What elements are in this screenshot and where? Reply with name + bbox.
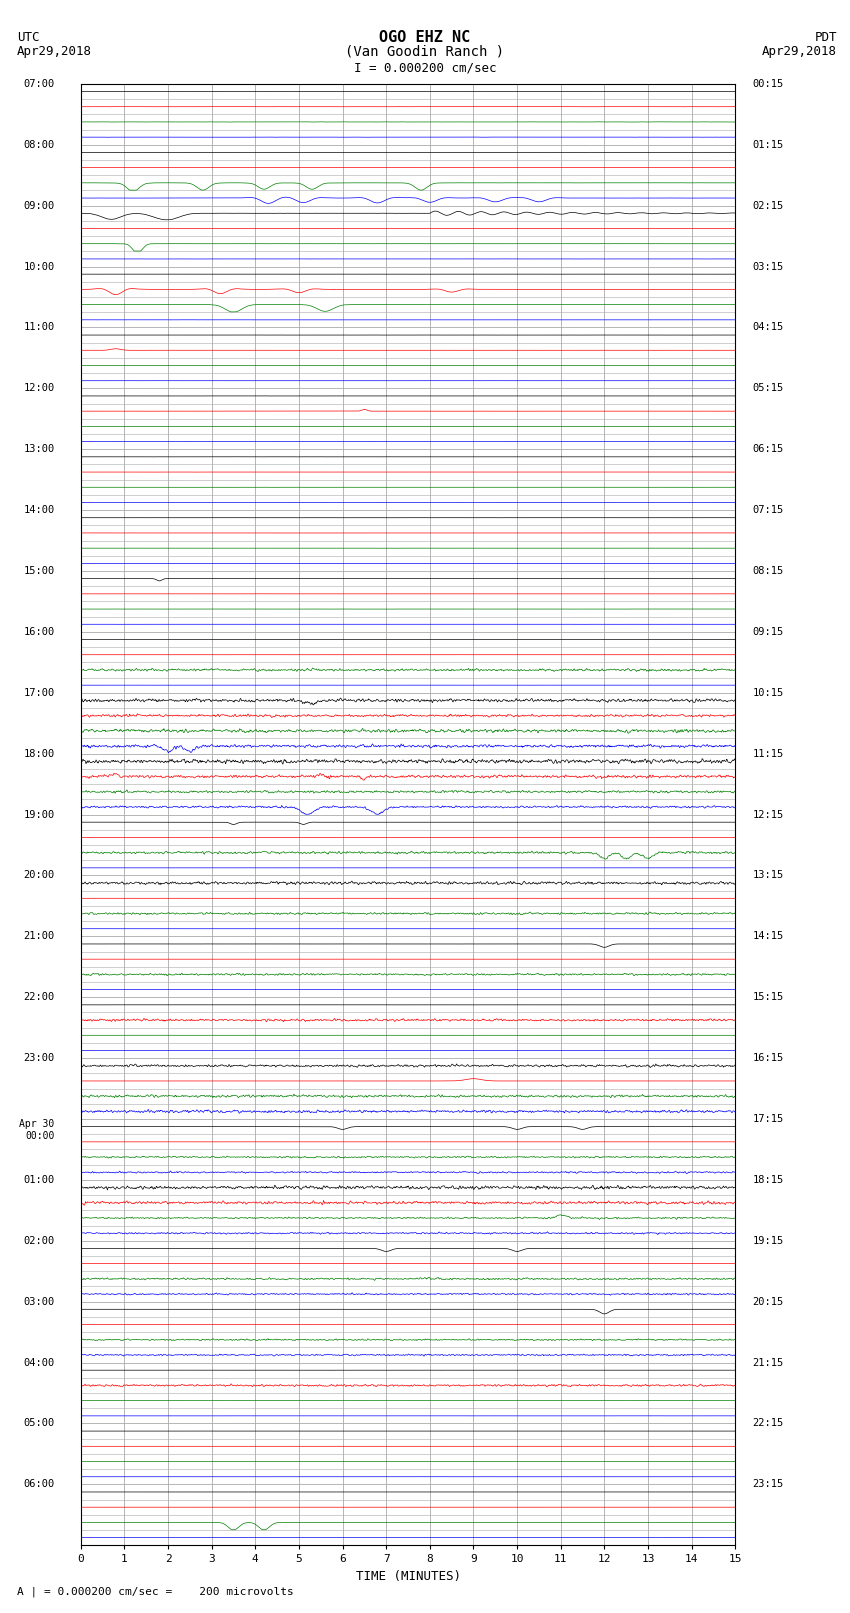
Text: 12:00: 12:00	[23, 384, 54, 394]
Text: OGO EHZ NC: OGO EHZ NC	[379, 29, 471, 45]
Text: 07:15: 07:15	[753, 505, 784, 515]
Text: 13:00: 13:00	[23, 444, 54, 455]
Text: 16:15: 16:15	[753, 1053, 784, 1063]
Text: 07:00: 07:00	[23, 79, 54, 89]
Text: 10:00: 10:00	[23, 261, 54, 271]
Text: 20:15: 20:15	[753, 1297, 784, 1307]
Text: PDT: PDT	[815, 31, 837, 44]
Text: 19:00: 19:00	[23, 810, 54, 819]
Text: UTC: UTC	[17, 31, 39, 44]
Text: 19:15: 19:15	[753, 1236, 784, 1245]
Text: 08:15: 08:15	[753, 566, 784, 576]
X-axis label: TIME (MINUTES): TIME (MINUTES)	[355, 1569, 461, 1582]
Text: 06:00: 06:00	[23, 1479, 54, 1489]
Text: 11:00: 11:00	[23, 323, 54, 332]
Text: 23:15: 23:15	[753, 1479, 784, 1489]
Text: 10:15: 10:15	[753, 687, 784, 698]
Text: 23:00: 23:00	[23, 1053, 54, 1063]
Text: 04:00: 04:00	[23, 1358, 54, 1368]
Text: 05:15: 05:15	[753, 384, 784, 394]
Text: 15:15: 15:15	[753, 992, 784, 1002]
Text: 11:15: 11:15	[753, 748, 784, 758]
Text: 05:00: 05:00	[23, 1418, 54, 1429]
Text: 18:00: 18:00	[23, 748, 54, 758]
Text: 14:15: 14:15	[753, 931, 784, 942]
Text: Apr29,2018: Apr29,2018	[762, 45, 837, 58]
Text: 22:15: 22:15	[753, 1418, 784, 1429]
Text: Apr 30: Apr 30	[20, 1118, 54, 1129]
Text: 17:15: 17:15	[753, 1115, 784, 1124]
Text: 09:00: 09:00	[23, 200, 54, 211]
Text: 09:15: 09:15	[753, 627, 784, 637]
Text: 15:00: 15:00	[23, 566, 54, 576]
Text: 21:15: 21:15	[753, 1358, 784, 1368]
Text: 00:15: 00:15	[753, 79, 784, 89]
Text: 17:00: 17:00	[23, 687, 54, 698]
Text: 22:00: 22:00	[23, 992, 54, 1002]
Text: 08:00: 08:00	[23, 140, 54, 150]
Text: I = 0.000200 cm/sec: I = 0.000200 cm/sec	[354, 61, 496, 74]
Text: 21:00: 21:00	[23, 931, 54, 942]
Text: 02:15: 02:15	[753, 200, 784, 211]
Text: 03:00: 03:00	[23, 1297, 54, 1307]
Text: 13:15: 13:15	[753, 871, 784, 881]
Text: (Van Goodin Ranch ): (Van Goodin Ranch )	[345, 45, 505, 58]
Text: 20:00: 20:00	[23, 871, 54, 881]
Text: 06:15: 06:15	[753, 444, 784, 455]
Text: 16:00: 16:00	[23, 627, 54, 637]
Text: 02:00: 02:00	[23, 1236, 54, 1245]
Text: 00:00: 00:00	[26, 1131, 54, 1140]
Text: Apr29,2018: Apr29,2018	[17, 45, 92, 58]
Text: 03:15: 03:15	[753, 261, 784, 271]
Text: A | = 0.000200 cm/sec =    200 microvolts: A | = 0.000200 cm/sec = 200 microvolts	[17, 1587, 294, 1597]
Text: 18:15: 18:15	[753, 1174, 784, 1186]
Text: 01:15: 01:15	[753, 140, 784, 150]
Text: 12:15: 12:15	[753, 810, 784, 819]
Text: 04:15: 04:15	[753, 323, 784, 332]
Text: 01:00: 01:00	[23, 1174, 54, 1186]
Text: 14:00: 14:00	[23, 505, 54, 515]
